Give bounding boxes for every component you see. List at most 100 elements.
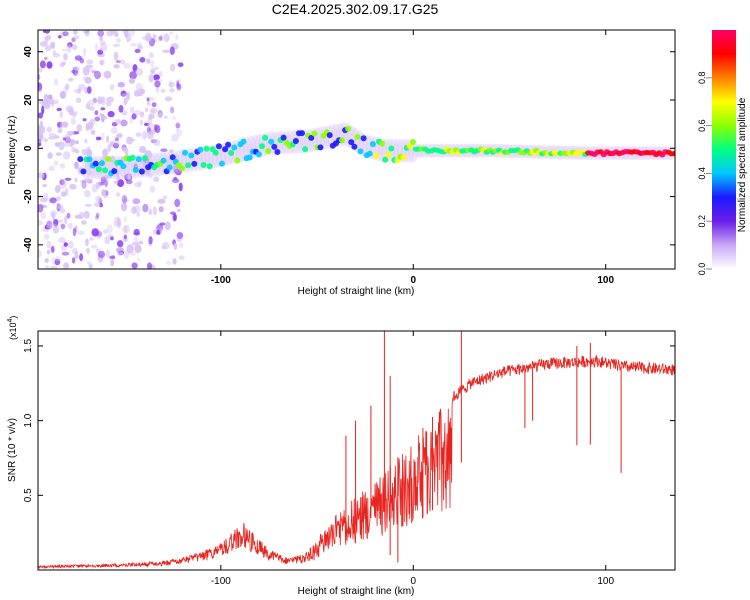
noise-blob: [38, 89, 42, 93]
colorbar-tick-label: 0.2: [697, 215, 707, 228]
noise-blob: [169, 31, 174, 35]
noise-blob: [125, 33, 132, 43]
colorbar-ticks: 0.0 0.2 0.4 0.6 0.8: [697, 72, 712, 275]
noise-blob: [106, 101, 112, 107]
ridge-blob: [400, 154, 407, 160]
noise-blob: [54, 142, 62, 146]
noise-blob: [153, 139, 161, 147]
noise-blob: [113, 180, 119, 184]
noise-blob: [91, 183, 98, 193]
noise-blob: [137, 91, 143, 97]
noise-blob: [131, 262, 138, 269]
ridge-blob: [366, 150, 373, 157]
noise-blob: [97, 30, 105, 37]
noise-blob: [123, 196, 127, 205]
noise-blob: [123, 62, 132, 69]
snr-multiplier: (x104): [7, 316, 18, 340]
noise-blob: [65, 83, 70, 91]
noise-blob: [131, 206, 137, 215]
noise-blob: [106, 135, 110, 143]
noise-blob: [117, 250, 124, 257]
x-tick-label: 0: [410, 576, 416, 587]
noise-blob: [74, 177, 78, 183]
noise-blob: [40, 211, 46, 219]
noise-blob: [72, 227, 77, 237]
noise-blob: [173, 177, 178, 181]
ridge-blob: [265, 148, 272, 155]
noise-blob: [158, 35, 163, 41]
ridge-blob: [138, 168, 145, 175]
noise-blob: [178, 182, 183, 192]
noise-blob: [101, 115, 107, 120]
ridge-blob: [311, 130, 318, 137]
noise-blob: [49, 197, 57, 204]
noise-blob: [120, 59, 126, 65]
noise-blob: [163, 33, 170, 43]
noise-blob: [44, 138, 48, 143]
noise-blob: [120, 119, 128, 127]
noise-blob: [146, 262, 153, 269]
noise-blob: [170, 63, 176, 72]
ridge-blob: [166, 164, 173, 171]
ridge-blob: [92, 160, 99, 167]
noise-blob: [72, 247, 78, 255]
noise-blob: [48, 136, 55, 140]
noise-blob: [116, 219, 122, 229]
noise-blob: [150, 129, 156, 135]
y-tick-label: 1.0: [23, 413, 34, 427]
ridge-blob: [160, 157, 167, 164]
noise-blob: [56, 195, 62, 200]
noise-blob: [122, 224, 130, 234]
ridge-blob: [274, 149, 281, 155]
noise-blob: [175, 34, 179, 40]
noise-blob: [47, 152, 53, 160]
ridge-blob: [212, 149, 219, 156]
ridge-blob: [354, 134, 361, 140]
ridge-halo: [285, 130, 296, 155]
noise-blob: [44, 265, 50, 269]
colorbar-tick-label: 0.4: [697, 167, 707, 180]
figure-title: C2E4.2025.302.09.17.G25: [272, 1, 439, 17]
noise-blob: [118, 105, 124, 113]
noise-blob: [150, 108, 156, 116]
ridge-blob: [406, 143, 413, 150]
noise-blob: [150, 60, 155, 68]
noise-blob: [50, 265, 58, 269]
noise-blob: [110, 259, 115, 267]
noise-blob: [79, 253, 84, 262]
noise-blob: [154, 80, 161, 88]
ridge-blob: [225, 141, 232, 148]
noise-blob: [106, 96, 114, 103]
ridge-blob: [200, 162, 207, 168]
ridge-blob: [102, 167, 108, 174]
noise-blob: [97, 250, 106, 258]
noise-blob: [151, 102, 157, 108]
noise-blob: [123, 234, 128, 239]
noise-blob: [176, 129, 183, 137]
noise-blob: [123, 97, 128, 106]
noise-blob: [109, 155, 116, 164]
noise-blob: [115, 192, 121, 197]
noise-blob: [152, 229, 158, 235]
noise-blob: [150, 69, 156, 74]
ridge-blob: [185, 162, 192, 169]
noise-blob: [59, 179, 65, 186]
noise-blob: [88, 263, 93, 269]
noise-blob: [153, 66, 159, 71]
ridge-blob: [271, 143, 278, 150]
noise-blob: [46, 224, 51, 229]
noise-blob: [128, 78, 135, 84]
ridge-blob: [105, 156, 112, 162]
noise-blob: [145, 32, 152, 42]
ridge-blob: [348, 139, 355, 146]
noise-blob: [84, 178, 91, 183]
noise-blob: [62, 151, 71, 160]
noise-blob: [121, 147, 128, 152]
noise-blob: [146, 97, 150, 102]
noise-blob: [157, 198, 166, 204]
noise-blob: [64, 177, 72, 181]
noise-blob: [96, 99, 105, 104]
noise-blob: [168, 80, 173, 88]
x-tick-label: 100: [597, 576, 614, 587]
noise-blob: [100, 176, 106, 184]
